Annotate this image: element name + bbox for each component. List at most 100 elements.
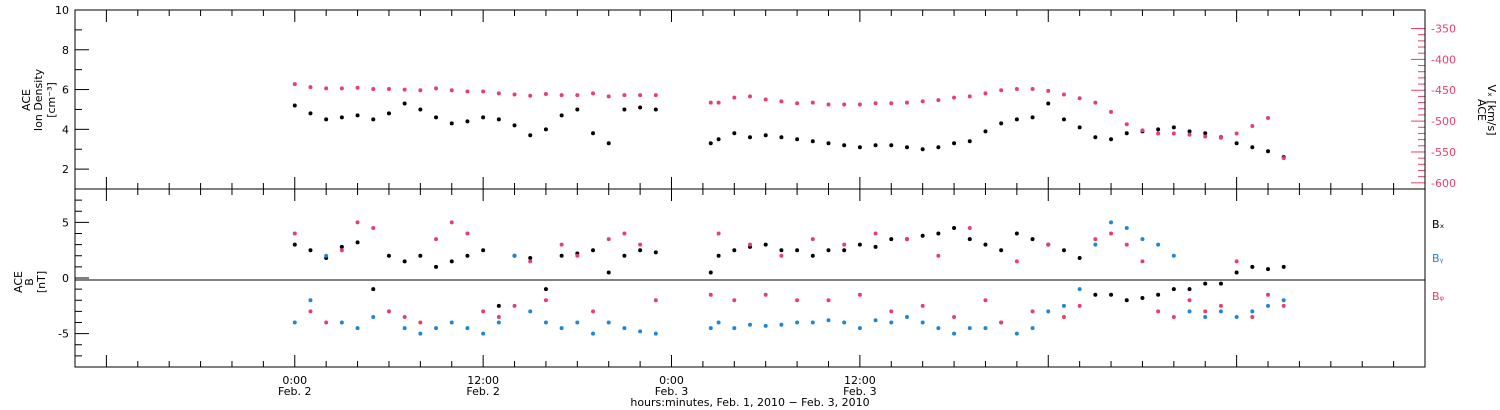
by-point bbox=[795, 320, 800, 325]
ion-density-point bbox=[889, 143, 894, 148]
vx-point bbox=[936, 98, 941, 103]
bz-point bbox=[449, 220, 454, 225]
by-point bbox=[528, 309, 533, 314]
ion-density-point bbox=[1234, 141, 1239, 146]
bz-point bbox=[355, 220, 360, 225]
bx-point bbox=[983, 242, 988, 247]
vx-point bbox=[748, 94, 752, 99]
bx-point bbox=[936, 231, 941, 236]
bz-point bbox=[1203, 309, 1208, 314]
bx-point bbox=[1218, 281, 1223, 286]
field-axis-title-line1: ACE bbox=[12, 271, 25, 293]
bz-point bbox=[983, 298, 988, 303]
bz-point bbox=[496, 314, 501, 319]
field-tick-label-5: 5 bbox=[62, 216, 69, 229]
bx-point bbox=[1171, 287, 1176, 292]
density-axis: 2 4 6 8 10 bbox=[55, 4, 89, 190]
bz-point bbox=[1187, 298, 1192, 303]
bx-point bbox=[434, 264, 439, 269]
by-point bbox=[1218, 309, 1223, 314]
by-point bbox=[983, 326, 988, 331]
vx-point bbox=[795, 101, 800, 106]
by-point bbox=[1171, 253, 1176, 258]
bx-point bbox=[1266, 267, 1271, 272]
bz-point bbox=[1218, 303, 1223, 308]
ion-density-point bbox=[1109, 137, 1114, 142]
ion-density-point bbox=[591, 131, 596, 136]
bx-point bbox=[528, 255, 533, 260]
ion-density-point bbox=[575, 107, 580, 112]
bz-point bbox=[810, 237, 815, 242]
density-velocity-panel: 2 4 6 8 10 -350 -400 -450 -500 -550 -600 ACE Ion … bbox=[20, 4, 1498, 190]
vx-point bbox=[371, 87, 376, 92]
bx-point bbox=[779, 248, 784, 253]
field-tick-label-m5: -5 bbox=[58, 328, 69, 341]
bx-point bbox=[1030, 237, 1035, 242]
density-axis-title-line2: Ion Density bbox=[32, 68, 45, 131]
by-point bbox=[1077, 287, 1082, 292]
ion-density-point bbox=[779, 135, 784, 140]
density-axis-title-line3: [cm⁻³] bbox=[45, 82, 58, 118]
by-point bbox=[512, 253, 517, 258]
by-point bbox=[638, 329, 643, 334]
ion-density-point bbox=[763, 133, 768, 138]
vx-point bbox=[339, 86, 344, 91]
by-point bbox=[952, 331, 957, 336]
by-point bbox=[1250, 309, 1255, 314]
by-point bbox=[1014, 331, 1019, 336]
by-point bbox=[418, 331, 423, 336]
bz-point bbox=[748, 242, 752, 247]
by-point bbox=[1140, 237, 1145, 242]
by-point bbox=[1061, 303, 1066, 308]
vx-point bbox=[889, 101, 894, 106]
velocity-axis-title-line2: Vₓ [km/s] bbox=[1485, 84, 1498, 135]
ion-density-point bbox=[857, 145, 862, 150]
ion-density-point bbox=[1250, 145, 1255, 150]
vx-point bbox=[1156, 131, 1161, 136]
bx-point bbox=[716, 253, 721, 258]
bx-point bbox=[826, 248, 831, 253]
bx-point bbox=[763, 242, 768, 247]
bx-point bbox=[355, 240, 360, 245]
bz-point bbox=[653, 298, 658, 303]
bz-point bbox=[1281, 303, 1286, 308]
ion-density-point bbox=[842, 143, 847, 148]
bx-point bbox=[1109, 292, 1114, 297]
vx-point bbox=[622, 93, 627, 98]
by-point bbox=[1109, 220, 1114, 225]
bz-point bbox=[339, 248, 344, 253]
velocity-tick-label-550: -550 bbox=[1431, 146, 1456, 159]
bz-point bbox=[402, 314, 407, 319]
vx-point bbox=[1171, 131, 1176, 136]
velocity-tick-label-600: -600 bbox=[1431, 177, 1456, 190]
bz-point bbox=[952, 314, 957, 319]
bz-point bbox=[716, 231, 721, 236]
ion-density-point bbox=[465, 119, 470, 124]
bx-point bbox=[810, 253, 815, 258]
vx-point bbox=[904, 100, 909, 105]
bx-point bbox=[543, 287, 548, 292]
series-vx bbox=[292, 82, 1286, 161]
bx-point bbox=[967, 237, 972, 242]
bx-point bbox=[1077, 255, 1082, 260]
by-point bbox=[402, 326, 407, 331]
vx-point bbox=[810, 100, 815, 105]
vx-point bbox=[732, 95, 737, 100]
bz-point bbox=[543, 298, 548, 303]
field-axis-title-line2: B bbox=[23, 278, 36, 286]
by-point bbox=[324, 253, 329, 258]
ion-density-point bbox=[402, 101, 407, 106]
bz-point bbox=[967, 225, 972, 230]
bx-point bbox=[371, 287, 376, 292]
vx-point bbox=[653, 93, 658, 98]
ion-density-point bbox=[449, 121, 454, 126]
bz-point bbox=[638, 242, 643, 247]
ion-density-point bbox=[952, 141, 957, 146]
bz-point bbox=[1266, 292, 1271, 297]
by-point bbox=[339, 320, 344, 325]
series-bz bbox=[292, 220, 1286, 325]
bz-point bbox=[1156, 309, 1161, 314]
density-velocity-points bbox=[292, 82, 1286, 161]
x-tick-label-date: Feb. 2 bbox=[466, 385, 499, 398]
ion-density-point bbox=[748, 135, 752, 140]
